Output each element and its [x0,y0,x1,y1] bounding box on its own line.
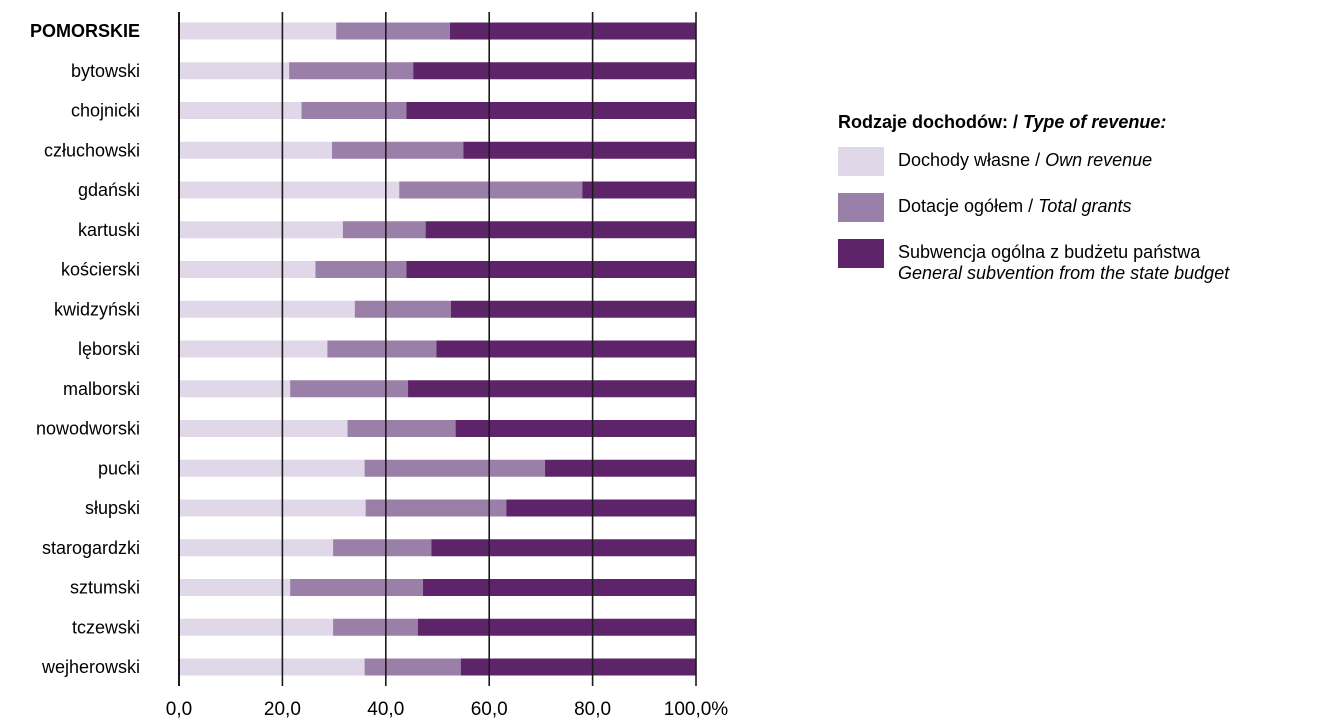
bar-tczewski-general-subvention [417,618,696,636]
legend-label-general-subvention: Subwencja ogólna z budżetu państwa Genera… [898,242,1230,283]
bar-kwidzynski-total-grants [354,300,451,318]
bar-starogardzki-own-revenue [179,539,334,557]
bar-kwidzynski-general-subvention [450,300,696,318]
category-label-sztumski: sztumski [70,578,140,598]
category-label-kwidzynski: kwidzyński [54,299,140,319]
bar-pucki-own-revenue [179,459,365,477]
bar-gdanski-total-grants [399,181,583,199]
category-label-bytowski: bytowski [71,61,140,81]
legend-item-general-subvention: Subwencja ogólna z budżetu państwa Genera… [838,239,1338,284]
bar-bytowski-general-subvention [413,62,696,80]
bar-wejherowski-total-grants [364,658,461,676]
bar-pucki-total-grants [364,459,546,477]
category-label-slupski: słupski [85,498,140,518]
bar-slupski-general-subvention [506,499,696,517]
bar-koscierski-total-grants [315,261,407,278]
legend-item-own-revenue: Dochody własne / Own revenue [838,147,1338,176]
bar-nowodworski-total-grants [347,420,456,437]
bar-slupski-own-revenue [179,499,366,517]
bar-sztumski-general-subvention [423,579,696,596]
bar-malborski-total-grants [290,380,409,398]
bar-chojnicki-general-subvention [406,102,696,119]
category-label-leborski: lęborski [78,339,140,359]
bar-pomorskie-total-grants [336,22,450,40]
bar-wejherowski-general-subvention [460,658,696,676]
bar-slupski-total-grants [365,499,507,517]
x-tick-labels: 0,0 20,0 40,0 60,0 80,0 100,0% [166,699,729,720]
category-label-nowodworski: nowodworski [36,419,140,439]
bar-kartuski-general-subvention [425,221,696,239]
legend-item-total-grants: Dotacje ogółem / Total grants [838,193,1338,222]
legend: Rodzaje dochodów: / Type of revenue: Doc… [838,112,1338,301]
bar-sztumski-own-revenue [179,579,291,596]
bar-pomorskie-own-revenue [179,22,337,40]
bar-chojnicki-total-grants [301,102,407,119]
bars-layer [179,22,696,676]
legend-swatch-own-revenue [838,147,884,176]
category-label-chojnicki: chojnicki [71,101,140,121]
bar-kwidzynski-own-revenue [179,300,355,318]
legend-swatch-total-grants [838,193,884,222]
category-label-czluchowski: człuchowski [44,140,140,160]
bar-nowodworski-own-revenue [179,420,348,437]
bar-chojnicki-own-revenue [179,102,302,119]
legend-title: Rodzaje dochodów: / Type of revenue: [838,112,1338,133]
bar-leborski-general-subvention [436,340,696,358]
bar-tczewski-total-grants [333,618,418,636]
bar-leborski-own-revenue [179,340,328,358]
category-label-starogardzki: starogardzki [42,538,140,558]
bar-pucki-general-subvention [545,459,696,477]
category-label-malborski: malborski [63,379,140,399]
category-labels: POMORSKIE bytowski chojnicki człuchowski gda… [30,21,140,677]
category-label-koscierski: kościerski [61,260,140,280]
x-tick-label-80: 80,0 [574,699,611,720]
category-label-tczewski: tczewski [72,617,140,637]
bar-starogardzki-general-subvention [431,539,696,557]
category-label-kartuski: kartuski [78,220,140,240]
bar-bytowski-total-grants [289,62,414,80]
bar-gdanski-own-revenue [179,181,400,199]
bar-tczewski-own-revenue [179,618,334,636]
x-tick-label-0: 0,0 [166,699,192,720]
bar-koscierski-general-subvention [406,261,696,278]
bar-czluchowski-total-grants [332,141,464,159]
category-label-wejherowski: wejherowski [41,657,140,677]
grid-layer [178,12,697,686]
category-label-pomorskie: POMORSKIE [30,21,140,41]
bar-wejherowski-own-revenue [179,658,365,676]
legend-title-italic: Type of revenue: [1023,112,1167,132]
bar-kartuski-total-grants [342,221,426,239]
x-tick-label-60: 60,0 [471,699,508,720]
bar-koscierski-own-revenue [179,261,316,278]
bar-bytowski-own-revenue [179,62,290,80]
bar-czluchowski-general-subvention [463,141,696,159]
bar-malborski-own-revenue [179,380,291,398]
bar-pomorskie-general-subvention [449,22,696,40]
category-label-gdanski: gdański [78,180,140,200]
bar-czluchowski-own-revenue [179,141,333,159]
bar-gdanski-general-subvention [582,181,696,199]
bar-leborski-total-grants [327,340,437,358]
bar-kartuski-own-revenue [179,221,343,239]
bar-malborski-general-subvention [408,380,696,398]
category-label-pucki: pucki [98,458,140,478]
legend-label-total-grants: Dotacje ogółem / Total grants [898,196,1132,216]
x-tick-label-100: 100,0% [664,699,729,720]
x-tick-label-20: 20,0 [264,699,301,720]
legend-label-own-revenue: Dochody własne / Own revenue [898,150,1153,170]
x-tick-label-40: 40,0 [367,699,404,720]
bar-starogardzki-total-grants [333,539,432,557]
bar-nowodworski-general-subvention [455,420,696,437]
bar-sztumski-total-grants [290,579,424,596]
legend-swatch-general-subvention [838,239,884,268]
legend-title-main: Rodzaje dochodów: / [838,112,1023,132]
